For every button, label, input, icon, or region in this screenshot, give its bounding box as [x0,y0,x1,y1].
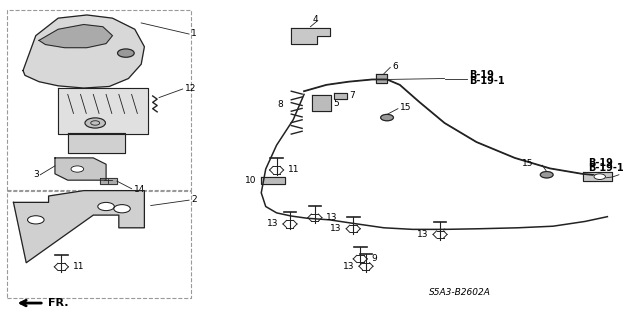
Text: 13: 13 [343,262,355,271]
Circle shape [118,49,134,57]
Text: B-19-1: B-19-1 [588,163,624,174]
Text: 5: 5 [333,99,339,108]
Circle shape [594,174,605,180]
Text: 15: 15 [400,103,412,112]
Polygon shape [291,28,330,44]
Text: FR.: FR. [48,298,68,308]
Bar [7,191,191,298]
Polygon shape [68,132,125,153]
Text: 1: 1 [191,29,196,38]
Text: B-19: B-19 [588,158,613,168]
Text: 9: 9 [372,255,378,263]
Polygon shape [23,15,145,88]
Text: 13: 13 [330,224,342,233]
Text: 11: 11 [73,262,84,271]
Text: 6: 6 [392,62,398,71]
Circle shape [540,172,553,178]
Bar [7,10,191,190]
Text: 11: 11 [288,166,300,174]
Polygon shape [13,191,145,263]
Polygon shape [334,93,347,99]
Polygon shape [312,95,332,111]
Text: 15: 15 [522,159,534,168]
Text: 12: 12 [184,84,196,93]
Text: 13: 13 [326,213,338,222]
Text: 13: 13 [267,219,278,228]
Polygon shape [583,172,612,181]
Circle shape [71,166,84,172]
Text: B-19: B-19 [468,70,493,80]
Text: 10: 10 [244,176,256,185]
Polygon shape [100,178,117,184]
Polygon shape [55,158,106,180]
Polygon shape [261,177,285,184]
Circle shape [85,118,106,128]
Text: B-19-1: B-19-1 [468,76,504,86]
Polygon shape [58,88,148,134]
Polygon shape [376,74,387,83]
Circle shape [381,115,394,121]
Text: 2: 2 [191,195,196,204]
Text: S5A3-B2602A: S5A3-B2602A [429,288,490,297]
Text: 4: 4 [312,15,317,24]
Circle shape [98,202,115,211]
Text: 3: 3 [33,170,39,179]
Circle shape [28,216,44,224]
Text: 14: 14 [134,185,145,194]
Circle shape [114,204,131,213]
Polygon shape [39,25,113,48]
Text: 13: 13 [417,230,429,239]
Text: 8: 8 [277,100,283,109]
Text: 7: 7 [349,92,355,100]
